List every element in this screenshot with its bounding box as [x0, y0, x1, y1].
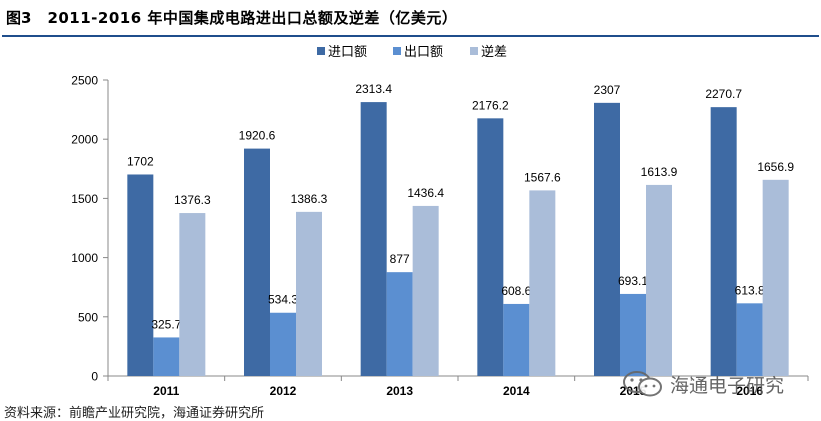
bar-2: [153, 337, 180, 376]
data-label-2: 693.1: [618, 274, 648, 288]
bar-1: [127, 174, 154, 376]
figure-label: 图3: [6, 8, 32, 27]
x-tick-label: 2014: [503, 384, 530, 398]
data-label-2: 877: [390, 252, 410, 266]
data-label-3: 1436.4: [407, 186, 444, 200]
title-divider: [2, 35, 819, 37]
x-tick-label: 2016: [736, 384, 763, 398]
bar-3: [412, 205, 439, 376]
figure-header: 图3 2011-2016 年中国集成电路进出口总额及逆差（亿美元）: [0, 0, 821, 34]
wechat-icon: [623, 371, 662, 397]
bar-1: [710, 107, 737, 377]
x-tick-label: 2013: [386, 384, 413, 398]
bar-2: [503, 303, 530, 376]
y-tick-label: 0: [91, 370, 98, 384]
data-label-3: 1656.9: [757, 160, 794, 174]
bar-3: [529, 190, 556, 376]
bar-3: [762, 179, 789, 376]
bar-3: [296, 211, 322, 376]
data-label-2: 534.3: [268, 293, 298, 307]
bar-1: [244, 148, 270, 376]
data-label-1: 2313.4: [355, 82, 392, 96]
bar-1: [360, 102, 387, 376]
bar-1: [477, 118, 504, 376]
y-tick-label: 1000: [71, 251, 98, 265]
data-label-1: 1702: [127, 154, 154, 168]
x-tick-label: 2012: [270, 384, 297, 398]
data-label-3: 1376.3: [174, 193, 211, 207]
data-label-1: 2307: [594, 83, 621, 97]
legend-swatch-1: [317, 47, 325, 55]
bar-2: [270, 312, 296, 376]
bar-3: [179, 213, 206, 376]
data-label-3: 1567.6: [524, 170, 561, 184]
watermark-text: 海通电子研究: [670, 374, 785, 397]
data-label-1: 2176.2: [472, 98, 509, 112]
data-label-1: 2270.7: [705, 87, 742, 101]
y-tick-label: 2500: [71, 74, 98, 88]
bar-2: [386, 272, 413, 376]
bar-1: [594, 102, 620, 376]
y-tick-label: 1500: [71, 192, 98, 206]
legend-label-3: 逆差: [481, 44, 507, 60]
bar-3: [646, 184, 672, 376]
watermark: 海通电子研究: [622, 370, 784, 398]
figure-title: 2011-2016 年中国集成电路进出口总额及逆差（亿美元）: [47, 8, 458, 27]
data-label-3: 1613.9: [641, 165, 678, 179]
source-note: 资料来源：前瞻产业研究院，海通证券研究所: [4, 406, 265, 421]
y-tick-label: 2000: [71, 133, 98, 147]
bar-2: [736, 303, 763, 376]
data-label-2: 608.6: [501, 284, 531, 298]
bar-2: [620, 293, 646, 376]
chart: 进口额 出口额 逆差 0 500 1000 1500 2000 2500 2011 1702 325.…: [71, 44, 809, 398]
legend-label-1: 进口额: [328, 45, 367, 60]
legend-swatch-3: [470, 47, 478, 55]
y-tick-label: 500: [78, 310, 98, 324]
legend-label-2: 出口额: [404, 45, 443, 60]
data-label-2: 613.8: [735, 283, 765, 297]
data-label-1: 1920.6: [239, 129, 276, 143]
legend-swatch-2: [393, 47, 401, 55]
x-tick-label: 2011: [153, 384, 179, 398]
data-label-3: 1386.3: [291, 192, 328, 206]
data-label-2: 325.7: [151, 317, 181, 331]
